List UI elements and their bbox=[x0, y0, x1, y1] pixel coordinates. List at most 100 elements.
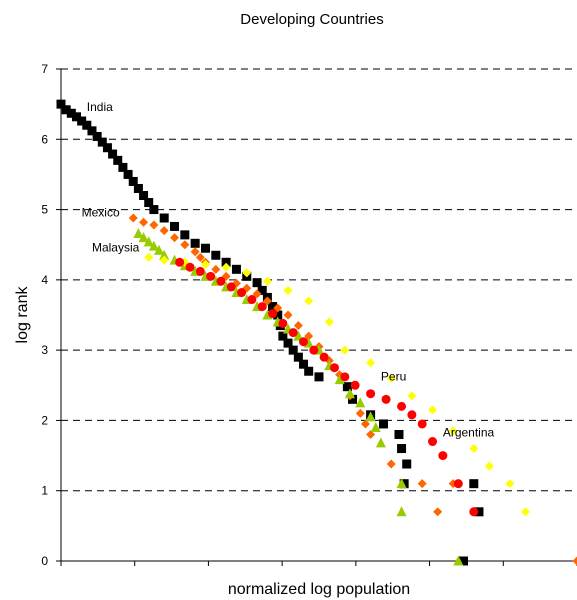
data-point bbox=[386, 459, 396, 469]
data-point bbox=[61, 105, 71, 115]
data-point bbox=[170, 221, 180, 231]
data-point bbox=[379, 419, 388, 429]
data-point bbox=[348, 394, 358, 404]
data-point bbox=[149, 220, 159, 230]
data-point bbox=[309, 345, 319, 355]
data-point bbox=[159, 226, 169, 236]
data-point bbox=[92, 131, 102, 141]
data-point bbox=[293, 352, 303, 362]
data-point bbox=[458, 556, 468, 566]
data-point bbox=[474, 507, 484, 517]
y-tick-label: 0 bbox=[41, 554, 48, 568]
data-point bbox=[144, 252, 154, 262]
data-point bbox=[231, 264, 241, 274]
data-point bbox=[206, 271, 216, 281]
data-point bbox=[350, 380, 360, 390]
data-point bbox=[365, 411, 376, 422]
data-point bbox=[211, 264, 221, 274]
data-point bbox=[175, 257, 185, 267]
y-axis-label: log rank bbox=[14, 286, 31, 344]
data-point bbox=[469, 444, 479, 454]
y-tick-label: 7 bbox=[41, 62, 48, 76]
data-point bbox=[469, 507, 479, 517]
data-point bbox=[200, 259, 210, 269]
data-point bbox=[381, 394, 391, 404]
data-point bbox=[572, 556, 577, 566]
data-point bbox=[211, 250, 221, 260]
data-point bbox=[237, 288, 247, 298]
data-point bbox=[138, 232, 149, 243]
data-point bbox=[190, 247, 200, 257]
data-point bbox=[87, 126, 97, 136]
data-point bbox=[329, 363, 339, 373]
data-point bbox=[226, 282, 236, 292]
annotations: India Mexico Malaysia Peru Argentina bbox=[82, 100, 495, 439]
data-point bbox=[428, 437, 438, 447]
data-point bbox=[154, 244, 165, 255]
data-point bbox=[394, 429, 404, 439]
data-point bbox=[159, 255, 169, 265]
data-point bbox=[386, 373, 396, 383]
data-point bbox=[397, 401, 407, 411]
data-point bbox=[428, 405, 438, 415]
data-point bbox=[247, 295, 257, 305]
data-point bbox=[268, 302, 278, 312]
data-point bbox=[262, 276, 272, 286]
data-point bbox=[342, 382, 352, 392]
data-point bbox=[133, 227, 144, 238]
data-point bbox=[200, 243, 210, 253]
data-point bbox=[417, 419, 427, 429]
data-point bbox=[288, 328, 298, 338]
data-point bbox=[355, 397, 366, 408]
data-point bbox=[66, 108, 76, 118]
data-point bbox=[257, 302, 267, 312]
data-point bbox=[319, 352, 329, 362]
data-point bbox=[216, 276, 226, 286]
data-point bbox=[118, 162, 128, 172]
data-point bbox=[159, 213, 169, 223]
data-point bbox=[370, 421, 381, 432]
data-point bbox=[396, 506, 407, 517]
data-point bbox=[314, 372, 324, 382]
annotation-label: Malaysia bbox=[92, 241, 140, 255]
data-point bbox=[334, 374, 345, 385]
data-point bbox=[180, 240, 190, 250]
data-point bbox=[123, 169, 133, 179]
data-point bbox=[433, 507, 443, 517]
data-point bbox=[344, 388, 355, 399]
y-tick-label: 1 bbox=[41, 484, 48, 498]
data-point bbox=[293, 321, 303, 331]
data-point bbox=[340, 345, 350, 355]
data-point bbox=[170, 233, 180, 243]
annotation-label: Argentina bbox=[443, 426, 495, 440]
y-tick-label: 2 bbox=[41, 413, 48, 427]
data-point bbox=[355, 408, 365, 418]
x-axis-label: normalized log population bbox=[228, 581, 410, 598]
data-point bbox=[139, 191, 149, 201]
data-point bbox=[396, 478, 407, 489]
data-point bbox=[402, 459, 412, 469]
data-point bbox=[82, 120, 92, 130]
data-point bbox=[484, 461, 494, 471]
data-point bbox=[324, 317, 334, 327]
data-point bbox=[221, 262, 231, 272]
data-point bbox=[252, 278, 262, 288]
data-point bbox=[375, 437, 386, 448]
data-points bbox=[56, 99, 577, 566]
data-point bbox=[360, 419, 370, 429]
data-point bbox=[299, 337, 309, 347]
data-point bbox=[113, 155, 123, 165]
data-point bbox=[278, 331, 288, 341]
data-point bbox=[108, 149, 118, 159]
data-point bbox=[397, 444, 407, 454]
data-point bbox=[56, 99, 66, 109]
data-point bbox=[185, 262, 195, 272]
y-tick-label: 3 bbox=[41, 343, 48, 357]
data-point bbox=[257, 285, 267, 295]
series-4 bbox=[175, 257, 479, 517]
data-point bbox=[144, 198, 154, 208]
data-point bbox=[407, 391, 417, 401]
data-point bbox=[149, 205, 159, 215]
data-point bbox=[221, 257, 231, 267]
